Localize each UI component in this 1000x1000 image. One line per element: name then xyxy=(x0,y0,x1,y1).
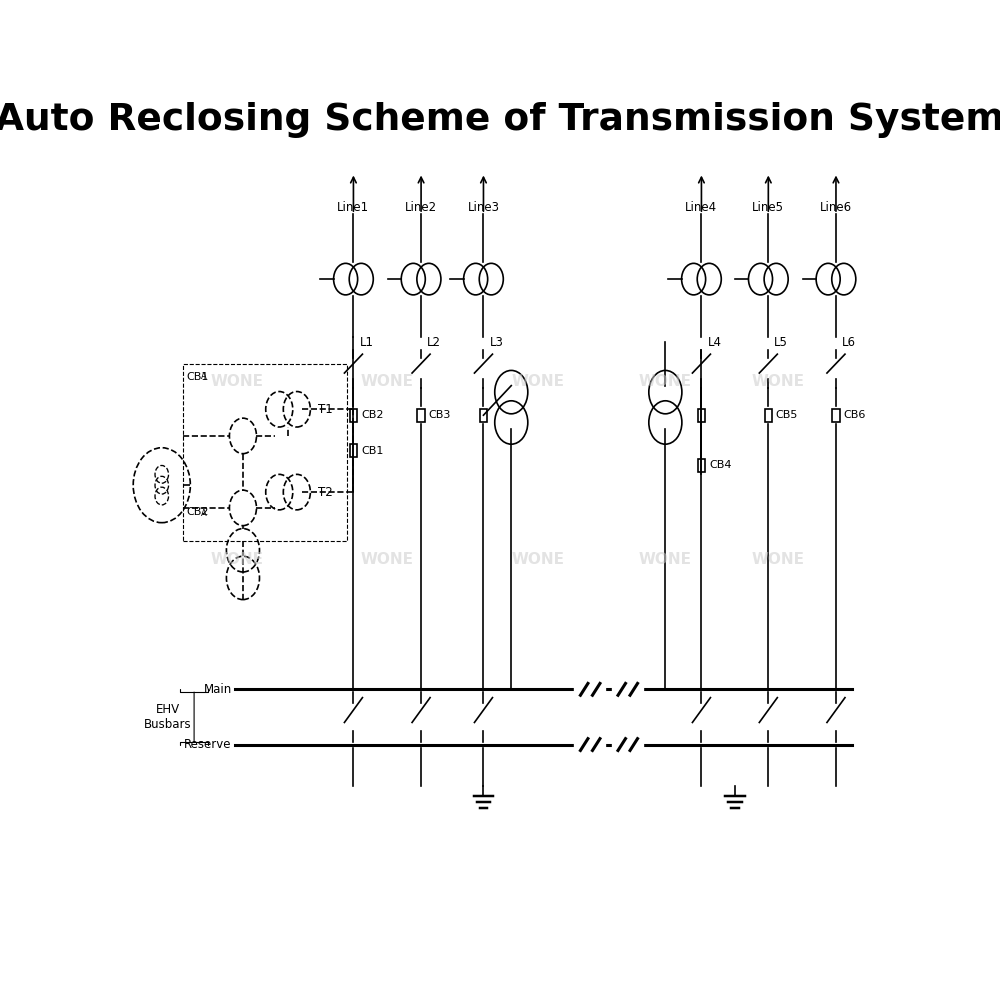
Text: T2: T2 xyxy=(318,486,333,499)
Text: WONE: WONE xyxy=(210,552,263,567)
Bar xyxy=(698,409,705,422)
Text: WONE: WONE xyxy=(210,374,263,389)
Text: Line5: Line5 xyxy=(752,201,784,214)
Bar xyxy=(832,409,840,422)
Text: L5: L5 xyxy=(774,336,788,349)
Bar xyxy=(480,409,487,422)
Text: L3: L3 xyxy=(489,336,503,349)
Text: WONE: WONE xyxy=(511,374,564,389)
Text: CB3: CB3 xyxy=(429,410,451,420)
Bar xyxy=(417,409,425,422)
Text: WONE: WONE xyxy=(752,552,805,567)
Text: WONE: WONE xyxy=(752,374,805,389)
Text: L6: L6 xyxy=(842,336,856,349)
Text: Line4: Line4 xyxy=(685,201,717,214)
Text: Reserve: Reserve xyxy=(184,738,232,751)
Text: WONE: WONE xyxy=(361,374,414,389)
Bar xyxy=(698,459,705,472)
Text: L2: L2 xyxy=(427,336,441,349)
Text: Auto Reclosing Scheme of Transmission System: Auto Reclosing Scheme of Transmission Sy… xyxy=(0,102,1000,138)
Bar xyxy=(350,444,357,457)
Text: Line6: Line6 xyxy=(820,201,852,214)
Text: L4: L4 xyxy=(707,336,721,349)
Text: A: A xyxy=(201,509,207,518)
Bar xyxy=(765,409,772,422)
Text: EHV
Busbars: EHV Busbars xyxy=(144,703,192,731)
Bar xyxy=(350,409,357,422)
Text: WONE: WONE xyxy=(361,552,414,567)
Text: Line2: Line2 xyxy=(405,201,437,214)
Text: CB6: CB6 xyxy=(843,410,866,420)
Text: Main: Main xyxy=(203,683,232,696)
Text: WONE: WONE xyxy=(511,552,564,567)
Text: WONE: WONE xyxy=(639,374,692,389)
Text: CB1: CB1 xyxy=(361,446,383,456)
Text: Line3: Line3 xyxy=(467,201,499,214)
Text: A: A xyxy=(201,372,207,381)
Text: T1: T1 xyxy=(318,403,333,416)
Text: L1: L1 xyxy=(359,336,373,349)
Text: WONE: WONE xyxy=(639,552,692,567)
Text: CB2: CB2 xyxy=(361,410,383,420)
Text: CB1: CB1 xyxy=(187,372,209,382)
Text: CB2: CB2 xyxy=(187,507,209,517)
Text: Line1: Line1 xyxy=(337,201,369,214)
Text: CB5: CB5 xyxy=(776,410,798,420)
Text: CB4: CB4 xyxy=(709,460,731,470)
